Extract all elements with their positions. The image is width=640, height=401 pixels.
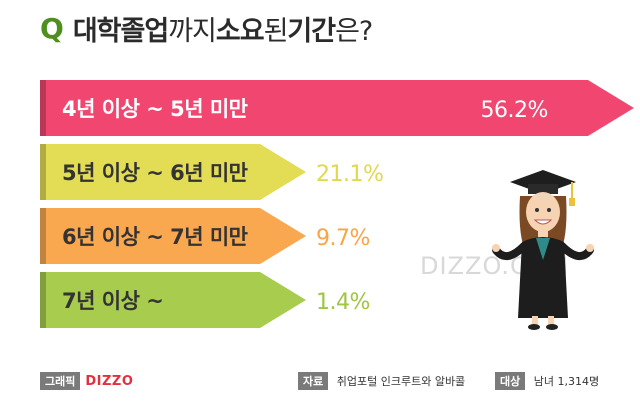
source-tag: 자료: [298, 372, 329, 390]
target-note: 대상 남녀 1,314명: [495, 372, 599, 390]
title-part-2: 졸업: [120, 15, 170, 47]
source-note: 자료 취업포털 인크루트와 알바콜: [298, 372, 465, 390]
chart-title: Q 대학 졸업 까지 소요 된 기간 은?: [40, 8, 373, 48]
target-text: 남녀 1,314명: [533, 375, 600, 388]
value-label-2: 21.1%: [316, 162, 383, 187]
bar-edge-2: [40, 144, 46, 200]
value-label-1: 56.2%: [481, 98, 548, 123]
target-tag: 대상: [495, 372, 526, 390]
bar-3: 6년 이상 ~ 7년 미만 9.7%: [40, 208, 370, 264]
bar-2: 5년 이상 ~ 6년 미만 21.1%: [40, 144, 384, 200]
category-label-4: 7년 이상 ~: [62, 289, 163, 313]
brand-logo: DIZZO: [85, 373, 134, 389]
bar-edge-1: [40, 80, 46, 136]
title-part-7: 은?: [335, 15, 373, 47]
value-label-3: 9.7%: [316, 226, 370, 251]
title-part-5: 된: [263, 15, 289, 47]
bar-edge-4: [40, 272, 46, 328]
graduate-illustration: [492, 170, 594, 330]
category-label-3: 6년 이상 ~ 7년 미만: [62, 225, 248, 249]
bar-shape-2: [40, 144, 306, 200]
category-label-2: 5년 이상 ~ 6년 미만: [62, 161, 248, 185]
source-text: 취업포털 인크루트와 알바콜: [336, 375, 466, 388]
category-label-1: 4년 이상 ~ 5년 미만: [62, 97, 248, 121]
title-part-4: 소요: [215, 15, 265, 47]
title-part-1: 대학: [72, 15, 122, 47]
bar-shape-3: [40, 208, 306, 264]
value-label-4: 1.4%: [316, 290, 370, 315]
graphic-credit: 그래픽 DIZZO: [40, 372, 133, 390]
title-part-3: 까지: [168, 15, 217, 47]
bar-4: 7년 이상 ~ 1.4%: [40, 272, 370, 328]
bar-1: 4년 이상 ~ 5년 미만 56.2%: [40, 80, 634, 136]
bar-edge-3: [40, 208, 46, 264]
bar-shape-4: [40, 272, 306, 328]
bar-shape-1: [40, 80, 634, 136]
graphic-tag: 그래픽: [40, 372, 81, 390]
question-mark-q: Q: [40, 11, 64, 45]
title-part-6: 기간: [287, 15, 336, 47]
footer: 그래픽 DIZZO 자료 취업포털 인크루트와 알바콜 대상 남녀 1,314명: [40, 372, 620, 394]
